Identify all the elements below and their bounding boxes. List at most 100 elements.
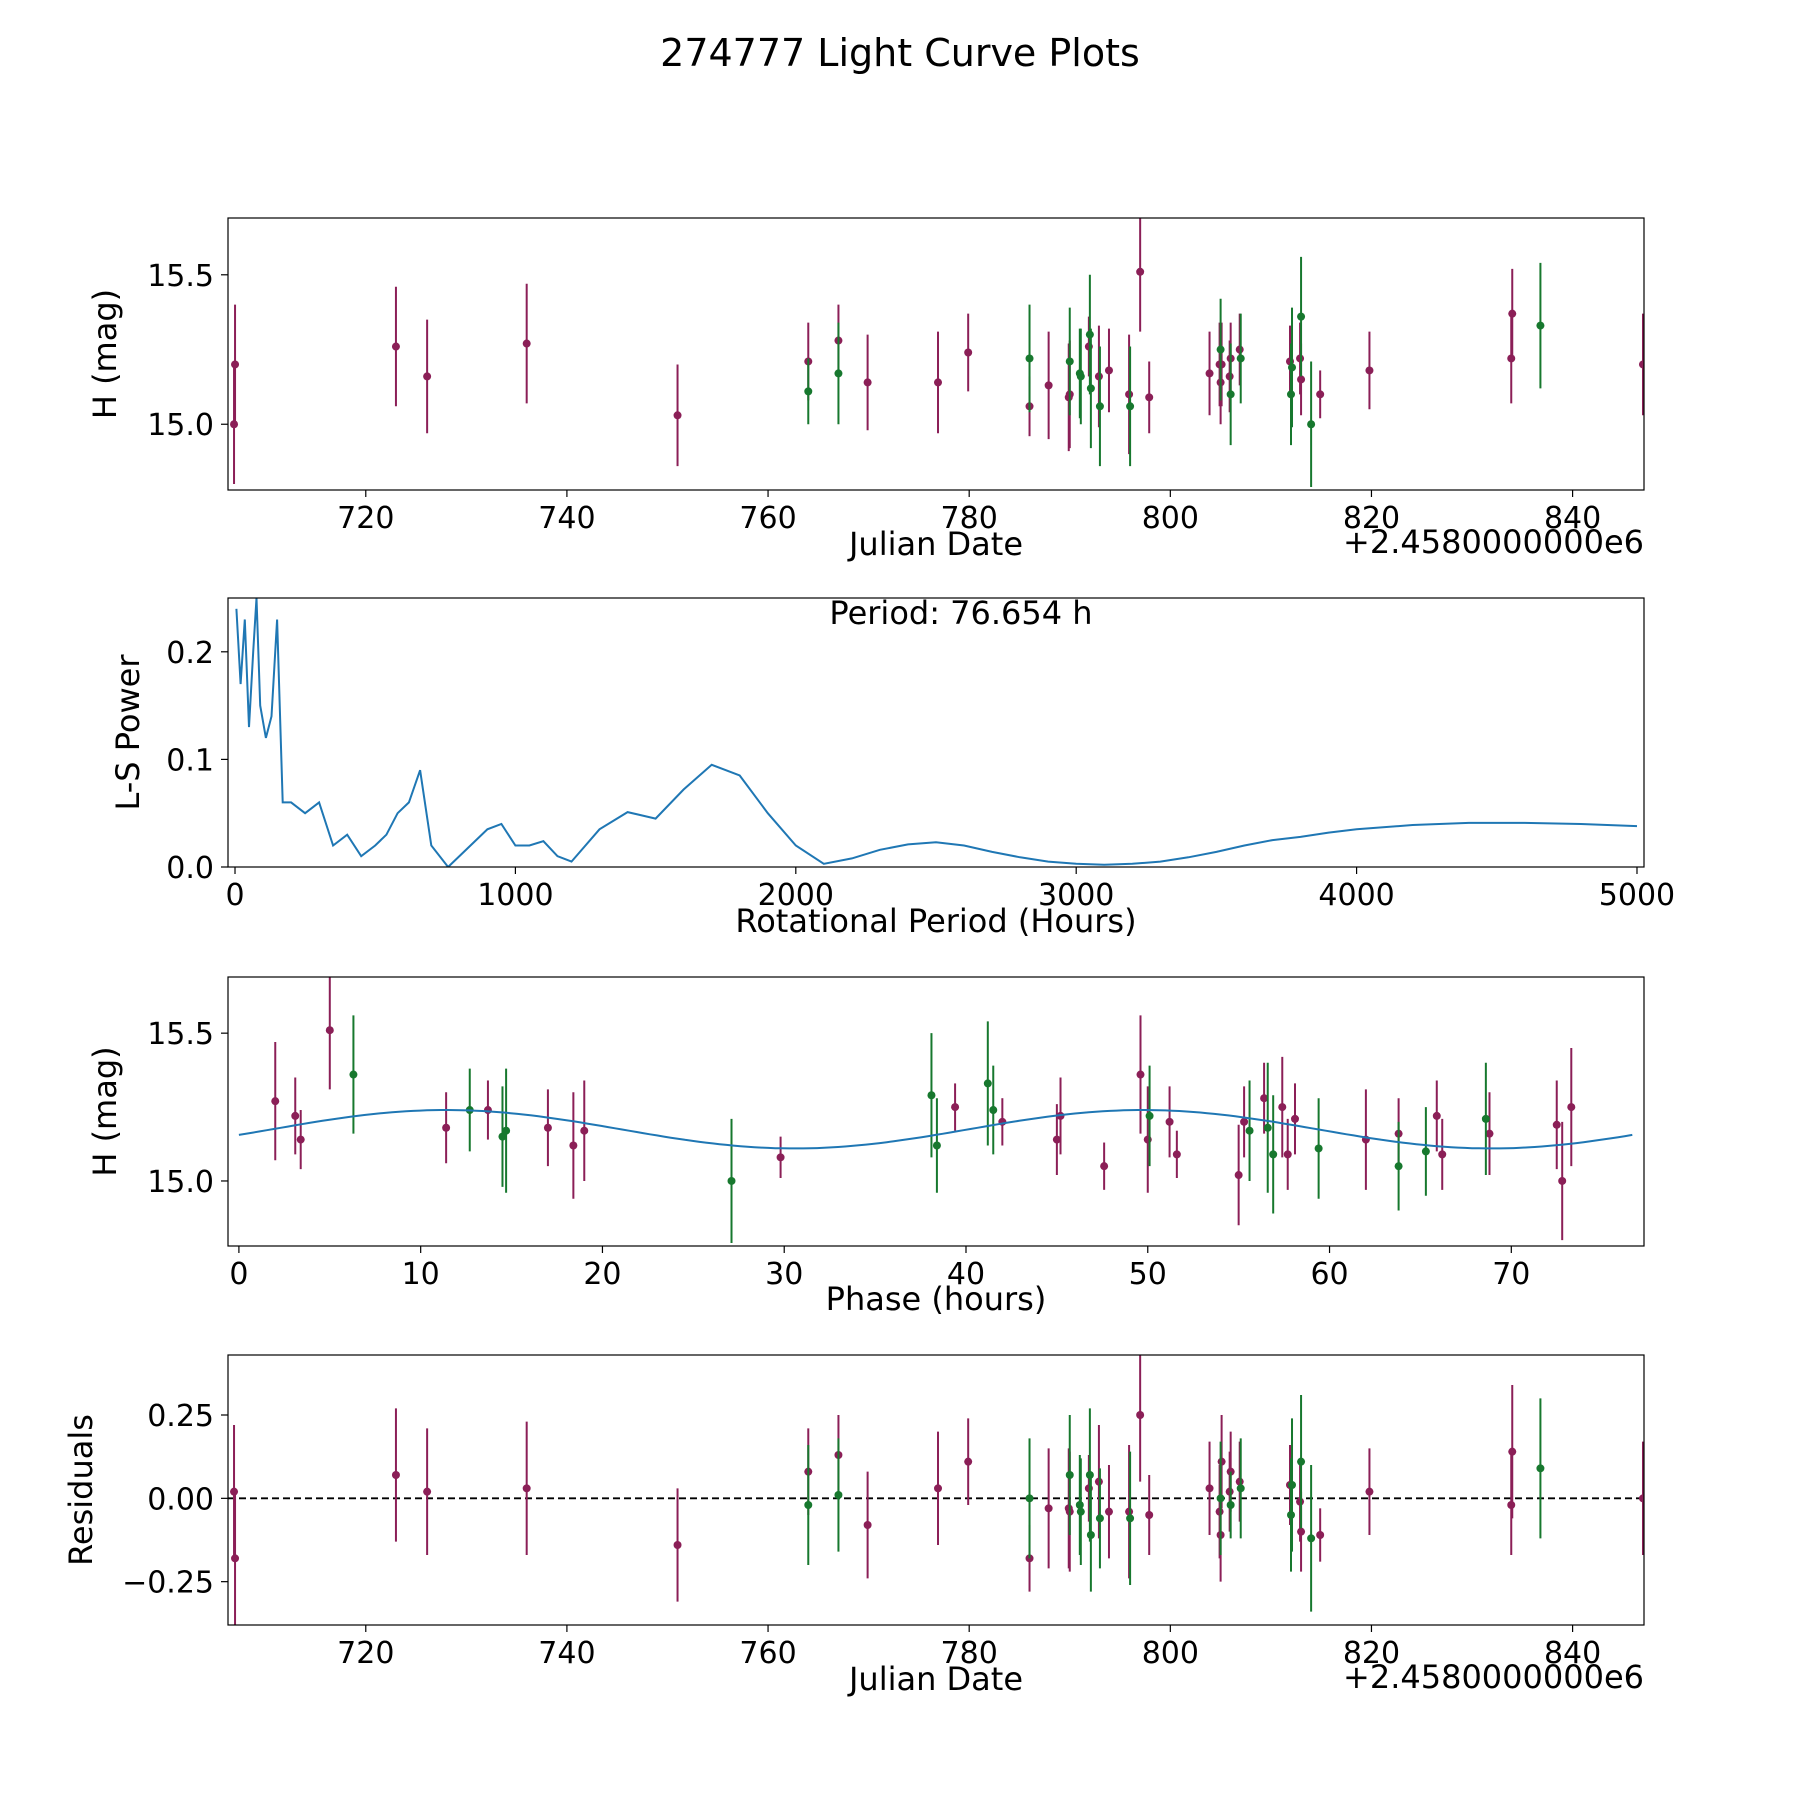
g-point <box>1307 420 1316 429</box>
g-point <box>834 1491 843 1499</box>
r-point <box>1104 1507 1113 1516</box>
r-point <box>231 1554 240 1563</box>
r-point <box>673 1541 682 1549</box>
r-point <box>1485 1129 1494 1138</box>
g-point <box>1095 402 1104 411</box>
r-point <box>1136 1070 1145 1079</box>
light-curve-ylabel: H (mag) <box>86 289 124 419</box>
g-point <box>1287 1511 1296 1519</box>
g-point <box>727 1176 736 1185</box>
r-point <box>522 1484 531 1493</box>
residuals-xtick-label: 780 <box>941 1636 998 1671</box>
periodogram-xtick-label: 4000 <box>1318 878 1394 913</box>
r-point <box>1552 1120 1561 1129</box>
residuals-frame <box>227 1354 1645 1626</box>
r-point <box>1316 390 1325 399</box>
r-point <box>1225 372 1234 381</box>
residuals-ylabel: Residuals <box>62 1414 100 1566</box>
r-point <box>1205 369 1214 378</box>
g-point <box>1025 1494 1034 1503</box>
r-point <box>1567 1103 1576 1112</box>
light-curve-xtick-label: 740 <box>538 501 595 536</box>
g-point <box>1065 357 1074 366</box>
r-point <box>934 1484 943 1493</box>
r-point <box>1432 1111 1441 1120</box>
g-point <box>804 1501 813 1509</box>
residuals-plot-area <box>228 1355 1644 1625</box>
residuals-xtick-label: 760 <box>739 1636 796 1671</box>
g-point <box>1297 312 1306 321</box>
g-point <box>1394 1162 1403 1171</box>
periodogram-ytick-label: 0.2 <box>166 636 214 671</box>
r-point <box>1235 345 1244 354</box>
r-point <box>391 1471 400 1479</box>
g-point <box>1085 1471 1094 1479</box>
g-point <box>1236 1484 1245 1493</box>
r-point <box>1240 1117 1249 1126</box>
r-point <box>951 1103 960 1112</box>
r-point <box>423 372 432 381</box>
light-curve-ytick-label: 15.5 <box>147 259 214 294</box>
r-point <box>325 1026 334 1035</box>
residuals-xtick-label: 740 <box>538 1636 595 1671</box>
g-point <box>1076 372 1085 381</box>
phase-fold-plot-area <box>238 977 1633 1244</box>
g-point <box>1145 1111 1154 1120</box>
r-point <box>442 1123 451 1132</box>
r-point <box>1044 381 1053 390</box>
light-curve-xtick-label: 840 <box>1544 501 1601 536</box>
fit-curve <box>238 1109 1633 1150</box>
phase-fold-xtick-label: 10 <box>402 1257 440 1292</box>
r-point <box>1507 1501 1516 1509</box>
r-point <box>271 1097 280 1106</box>
residuals-offset-text: +2.4580000000e6 <box>1343 1658 1644 1696</box>
light-curve-xtick-label: 720 <box>337 501 394 536</box>
r-point <box>1044 1504 1053 1513</box>
r-point <box>231 360 240 369</box>
light-curve-xtick-label: 820 <box>1343 501 1400 536</box>
periodogram-xtick-label: 5000 <box>1599 878 1675 913</box>
residuals-xlabel: Julian Date <box>847 1660 1023 1698</box>
r-point <box>1365 1487 1374 1496</box>
g-point <box>1245 1126 1254 1135</box>
g-point <box>1421 1147 1430 1156</box>
residuals-ytick-label: 0.25 <box>147 1399 214 1434</box>
r-point <box>483 1106 492 1115</box>
r-point <box>1297 375 1306 384</box>
r-point <box>964 348 973 357</box>
g-point <box>1086 1531 1095 1539</box>
periodogram-annotation: Period: 76.654 h <box>829 594 1092 632</box>
r-point <box>291 1111 300 1120</box>
g-point <box>989 1106 998 1115</box>
r-point <box>1136 267 1145 276</box>
g-point <box>1126 1514 1135 1523</box>
r-point <box>569 1141 578 1150</box>
g-point <box>1481 1114 1490 1123</box>
g-point <box>1216 1494 1225 1503</box>
periodogram-plot-area <box>235 598 1638 867</box>
r-point <box>1172 1150 1181 1159</box>
periodogram-ytick-label: 0.1 <box>166 743 214 778</box>
r-point <box>1215 1507 1224 1516</box>
g-point <box>1236 354 1245 363</box>
g-point <box>932 1141 941 1150</box>
g-point <box>1216 345 1225 354</box>
r-point <box>1217 1457 1226 1466</box>
residuals-ytick-label: 0.00 <box>147 1482 214 1517</box>
g-point <box>1076 1507 1085 1516</box>
g-point <box>1314 1144 1323 1153</box>
r-point <box>1638 1494 1644 1503</box>
r-point <box>934 378 943 387</box>
light-curve-xtick-label: 780 <box>941 501 998 536</box>
r-point <box>1145 393 1154 402</box>
g-point <box>1065 1471 1074 1479</box>
g-point <box>1288 1481 1297 1489</box>
periodogram-xlabel: Rotational Period (Hours) <box>735 902 1136 940</box>
residuals-ytick-label: −0.25 <box>122 1566 214 1601</box>
light-curve-xtick-label: 800 <box>1142 501 1199 536</box>
g-point <box>927 1091 936 1100</box>
g-point <box>1307 1534 1316 1543</box>
phase-fold-ylabel: H (mag) <box>86 1046 124 1176</box>
r-point <box>1100 1162 1109 1171</box>
